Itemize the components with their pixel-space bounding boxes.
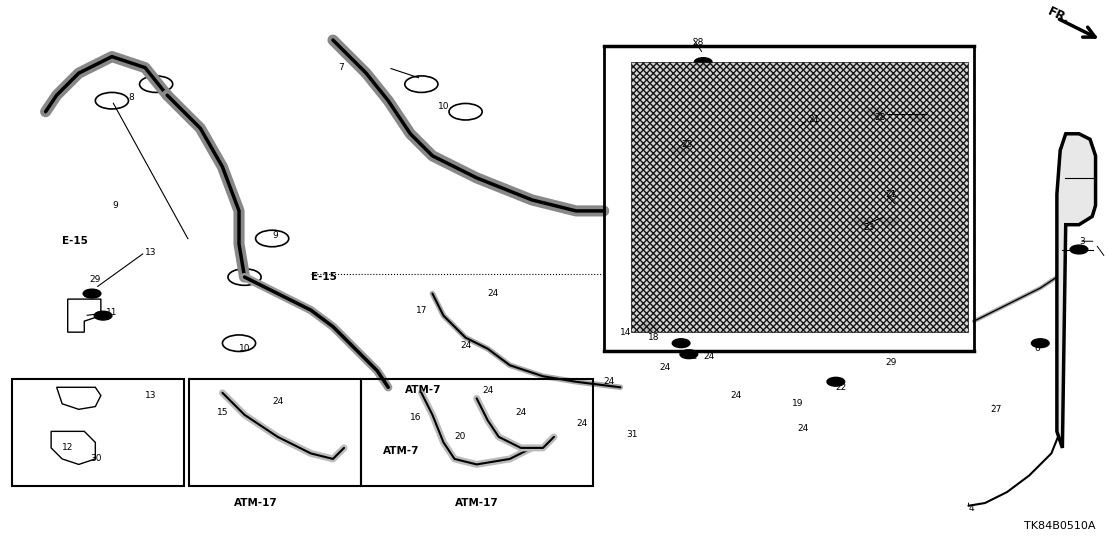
Text: 16: 16 <box>410 413 422 422</box>
Circle shape <box>639 322 657 331</box>
Circle shape <box>673 146 690 155</box>
Text: 15: 15 <box>217 408 228 417</box>
Text: 9: 9 <box>112 201 117 210</box>
Text: 7: 7 <box>338 63 345 72</box>
Bar <box>12 379 184 486</box>
Text: 24: 24 <box>659 363 670 372</box>
Circle shape <box>673 339 690 347</box>
Circle shape <box>854 218 872 227</box>
Text: 19: 19 <box>791 399 803 408</box>
Text: 28: 28 <box>874 112 886 122</box>
Text: ATM-17: ATM-17 <box>234 498 277 508</box>
Text: 10: 10 <box>239 344 250 353</box>
Text: E-15: E-15 <box>62 236 88 246</box>
Circle shape <box>695 58 712 66</box>
Text: 29: 29 <box>885 358 897 367</box>
Text: 18: 18 <box>648 333 659 342</box>
Bar <box>632 62 968 332</box>
Text: 28: 28 <box>692 38 704 47</box>
Text: ATM-7: ATM-7 <box>404 385 441 395</box>
Text: 24: 24 <box>460 341 471 351</box>
Text: ATM-17: ATM-17 <box>454 498 499 508</box>
Circle shape <box>865 107 883 116</box>
Text: 20: 20 <box>454 432 465 442</box>
Text: ATM-7: ATM-7 <box>382 445 419 455</box>
Text: 24: 24 <box>515 408 526 417</box>
Text: 12: 12 <box>62 443 73 453</box>
Text: 10: 10 <box>438 102 450 111</box>
Circle shape <box>1065 207 1083 216</box>
Bar <box>604 45 974 351</box>
Circle shape <box>827 377 844 386</box>
Circle shape <box>910 113 927 122</box>
Circle shape <box>94 311 112 320</box>
Text: 3: 3 <box>1079 237 1085 246</box>
Text: TK84B0510A: TK84B0510A <box>1024 521 1096 531</box>
Text: 24: 24 <box>604 377 615 386</box>
Text: 13: 13 <box>145 391 156 400</box>
Text: 23: 23 <box>863 223 875 232</box>
Text: FR.: FR. <box>1046 4 1073 26</box>
Text: 8: 8 <box>129 94 134 102</box>
Text: 17: 17 <box>416 306 428 315</box>
Text: 22: 22 <box>687 352 698 361</box>
Text: 21: 21 <box>808 115 820 125</box>
Text: 9: 9 <box>273 231 278 240</box>
Text: 22: 22 <box>835 383 848 392</box>
Text: 27: 27 <box>991 405 1002 414</box>
Circle shape <box>1070 245 1088 254</box>
Text: 24: 24 <box>273 397 284 406</box>
Text: 24: 24 <box>576 419 587 428</box>
Text: 21: 21 <box>885 190 897 199</box>
Circle shape <box>83 289 101 298</box>
Text: 30: 30 <box>90 454 101 464</box>
Text: 24: 24 <box>488 289 499 298</box>
Text: 24: 24 <box>731 391 742 400</box>
Polygon shape <box>1057 134 1096 448</box>
Bar <box>189 379 360 486</box>
Text: 23: 23 <box>681 140 692 149</box>
Circle shape <box>680 350 698 358</box>
Text: 26: 26 <box>1079 201 1090 210</box>
Text: 29: 29 <box>90 275 101 284</box>
Text: 14: 14 <box>620 327 632 337</box>
Text: 24: 24 <box>797 424 809 433</box>
Text: 25: 25 <box>1107 256 1108 265</box>
Circle shape <box>1032 339 1049 347</box>
Text: 24: 24 <box>482 386 493 394</box>
Text: 31: 31 <box>626 429 637 439</box>
Circle shape <box>881 218 899 227</box>
Text: 6: 6 <box>1035 344 1040 353</box>
Text: 11: 11 <box>106 309 117 317</box>
Text: E-15: E-15 <box>311 272 337 282</box>
Text: 13: 13 <box>145 248 156 257</box>
Text: 4: 4 <box>968 504 974 513</box>
Bar <box>360 379 593 486</box>
Text: 24: 24 <box>704 352 715 361</box>
